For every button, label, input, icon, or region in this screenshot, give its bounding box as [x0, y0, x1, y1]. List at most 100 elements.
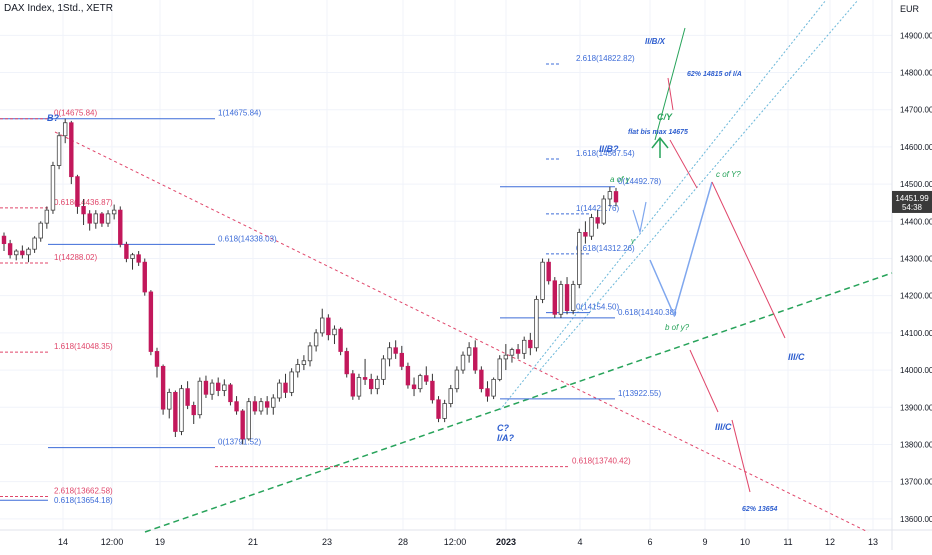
chart-annotation: 62% 13654: [742, 506, 778, 513]
candle-body: [222, 384, 227, 391]
candle-body: [173, 391, 178, 432]
candle-body: [130, 254, 135, 259]
x-tick-label: 28: [398, 537, 408, 547]
candle-body: [595, 217, 600, 224]
price-readout-countdown: 54:38: [902, 203, 923, 212]
currency-label: EUR: [900, 4, 920, 14]
fib-label: 1(14288.02): [54, 253, 97, 262]
y-tick-label: 13600.00: [900, 515, 932, 524]
projection-down-3: [689, 349, 719, 413]
candle-body: [258, 401, 264, 412]
candle-body: [405, 365, 411, 386]
candle-body: [87, 213, 92, 224]
candle-body: [179, 388, 184, 432]
candle-body: [1, 235, 7, 245]
y-tick-label: 13700.00: [900, 478, 932, 487]
up-arrow-icon: [651, 136, 669, 158]
y-tick-label: 13800.00: [900, 440, 932, 449]
candle-body: [613, 191, 619, 203]
candle-body: [136, 254, 141, 263]
candle-body: [491, 378, 496, 397]
channel-line-upper: [499, 0, 827, 411]
candle-body: [209, 382, 215, 395]
candle-body: [56, 135, 62, 166]
chart-annotation: c of Y?: [716, 170, 741, 179]
chart-annotation: II/B?: [599, 144, 619, 154]
candle-body: [430, 380, 435, 401]
y-tick-label: 14500.00: [900, 180, 932, 189]
x-tick-label: 6: [647, 537, 652, 547]
x-tick-label: 12: [825, 537, 835, 547]
candle-body: [215, 382, 221, 391]
candle-body: [38, 222, 43, 239]
candle-body: [14, 250, 19, 256]
candle-body: [246, 401, 251, 440]
projection-iibx: [654, 27, 686, 141]
x-tick-label: 2023: [496, 537, 516, 547]
chart-annotation: III/C: [715, 422, 732, 432]
fib-label: 0.618(13654.18): [54, 496, 113, 505]
candle-body: [7, 243, 13, 256]
x-tick-label: 9: [702, 537, 707, 547]
candle-body: [534, 299, 539, 349]
y-tick-label: 14100.00: [900, 329, 932, 338]
candle-body: [546, 261, 551, 282]
candle-body: [528, 339, 533, 349]
fib-label: 1(14422.76): [576, 204, 619, 213]
projection-a-of-y: [632, 201, 647, 235]
price-readout-value: 14451.99: [895, 194, 929, 203]
x-tick-label: 4: [577, 537, 582, 547]
chart-annotation: 62% 14815 of I/A: [687, 71, 742, 78]
candle-body: [570, 284, 576, 311]
candle-body: [295, 364, 300, 373]
fib-label: 0(13791.52): [218, 438, 261, 447]
candle-body: [271, 397, 276, 408]
candle-body: [577, 232, 582, 285]
fib-label: 0(14492.78): [618, 177, 661, 186]
candle-body: [368, 378, 374, 390]
candle-body: [589, 217, 594, 237]
fib-label: 1.618(14567.54): [576, 149, 635, 158]
candle-body: [81, 206, 86, 215]
candle-body: [583, 232, 588, 237]
candle-body: [393, 347, 398, 354]
fib-label: 0.618(14312.26): [576, 244, 635, 253]
candle-body: [454, 369, 460, 390]
candle-body: [399, 352, 404, 367]
price-readout-box: [892, 190, 932, 213]
candle-body: [320, 317, 325, 334]
fib-label: 0(14154.50): [576, 303, 619, 312]
chart-annotation: b of y?: [665, 323, 690, 332]
chart-annotation: flat bis max 14675: [628, 129, 688, 136]
x-tick-label: 10: [740, 537, 750, 547]
y-tick-label: 14700.00: [900, 106, 932, 115]
candle-body: [191, 405, 196, 416]
candle-body: [350, 373, 356, 397]
candle-body: [63, 122, 68, 137]
projections: [632, 27, 786, 493]
candle-body: [240, 410, 245, 440]
candle-body: [417, 375, 423, 390]
candle-body: [338, 328, 343, 352]
channel-line-lower: [539, 0, 859, 371]
candle-body: [473, 347, 478, 371]
candle-body: [160, 365, 166, 410]
candle-body: [234, 401, 239, 412]
candle-body: [99, 213, 105, 224]
resistance-trendline: [54, 131, 869, 533]
y-tick-label: 14800.00: [900, 69, 932, 78]
candle-body: [326, 317, 331, 336]
candle-body: [197, 380, 203, 416]
candle-body: [167, 391, 172, 410]
candle-body: [69, 122, 74, 178]
candle-body: [111, 209, 117, 215]
x-tick-label: 12:00: [101, 537, 124, 547]
candle-body: [515, 349, 521, 354]
candle-body: [93, 213, 98, 224]
candle-body: [185, 388, 190, 406]
projection-down-4: [731, 419, 751, 493]
